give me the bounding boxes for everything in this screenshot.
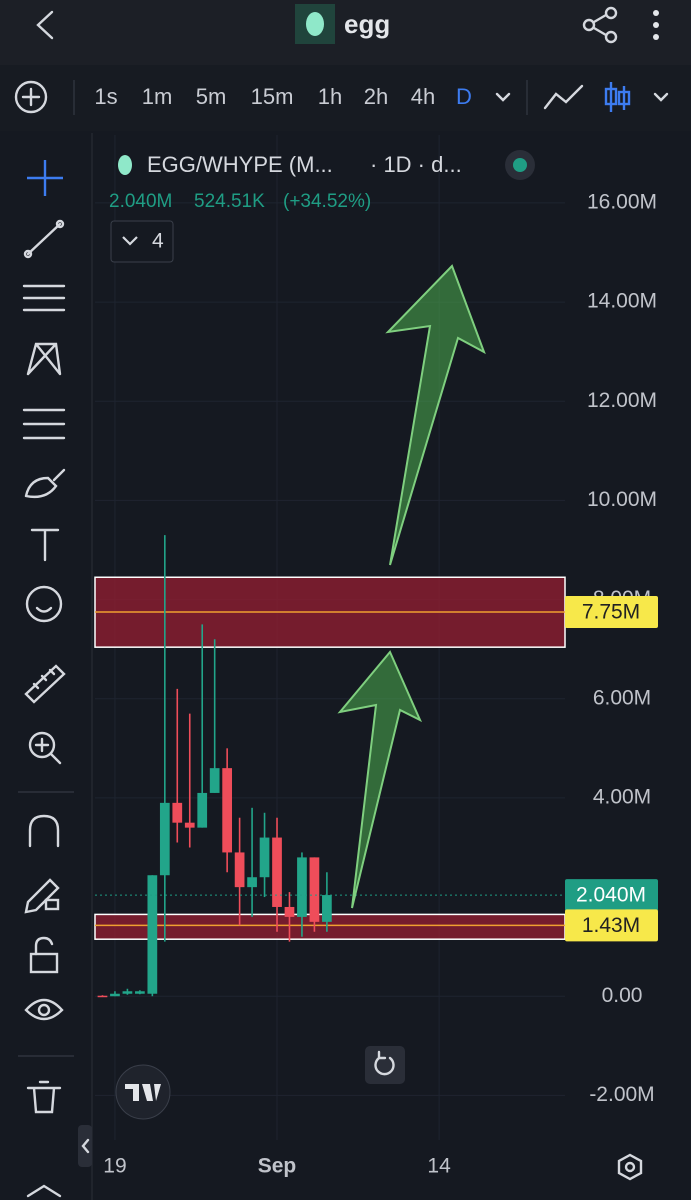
back-button[interactable] <box>36 10 54 40</box>
candle-body <box>272 837 282 907</box>
legend-price: 2.040M <box>109 191 172 212</box>
timeframe-dropdown[interactable] <box>495 92 511 102</box>
share-button[interactable] <box>582 6 618 44</box>
timeframe-button[interactable]: 1s <box>94 84 117 109</box>
symbol-name: EGG/WHYPE (M... <box>147 152 333 177</box>
candle-body <box>184 822 195 828</box>
candle-body <box>234 852 245 888</box>
menu-button[interactable] <box>653 10 659 40</box>
tool-icons[interactable] <box>22 160 66 1114</box>
line-chart-button[interactable] <box>543 84 584 110</box>
add-button[interactable] <box>14 80 48 114</box>
legend-volume: 524.51K <box>194 191 265 212</box>
symbol-interval: · 1D · d... <box>370 152 462 177</box>
indicators-count: 4 <box>152 230 164 253</box>
chart-type-dropdown[interactable] <box>653 92 669 102</box>
candle-body <box>222 768 233 853</box>
chevron <box>122 236 138 246</box>
candle-body <box>135 991 145 994</box>
candle-body <box>284 906 295 917</box>
timeframe-button[interactable]: 1m <box>142 84 173 109</box>
y-tick-label: 10.00M <box>587 488 657 511</box>
indicators-toggle[interactable] <box>110 220 174 263</box>
timeframe-button[interactable]: 5m <box>196 84 227 109</box>
trend-arrows <box>337 264 486 909</box>
candle-body <box>197 792 208 828</box>
tradingview-logo[interactable] <box>115 1064 171 1120</box>
x-tick-label: 19 <box>103 1155 126 1178</box>
y-tick-label: 4.00M <box>593 785 651 808</box>
y-tick-label: 14.00M <box>587 290 657 313</box>
settings-button[interactable] <box>617 1153 643 1181</box>
symbol-icon <box>118 155 132 175</box>
timeframe-button[interactable]: 4h <box>411 84 435 109</box>
x-tick-label: 14 <box>427 1155 451 1178</box>
price-label: 1.43M <box>582 914 640 937</box>
price-label-box <box>565 909 658 942</box>
timeframe-bar <box>0 65 691 131</box>
y-tick-label: 6.00M <box>593 686 651 709</box>
price-label-box <box>565 595 658 628</box>
y-tick-label: 12.00M <box>587 389 657 412</box>
candle-body <box>172 802 183 823</box>
candle-body <box>97 995 108 998</box>
x-tick-label: Sep <box>258 1155 297 1178</box>
candle-body <box>297 857 307 917</box>
candle-chart-button[interactable] <box>604 82 631 112</box>
candle-body <box>110 993 120 997</box>
candle-body <box>209 768 220 793</box>
toolbar-more[interactable] <box>26 1184 62 1198</box>
timeframe-button[interactable]: 2h <box>364 84 388 109</box>
price-label: 2.040M <box>576 884 646 907</box>
left-toolbar <box>0 133 92 1200</box>
candle-body <box>159 802 170 876</box>
legend-change: (+34.52%) <box>283 191 371 212</box>
reset-button[interactable] <box>365 1046 405 1084</box>
y-tick-label: 16.00M <box>587 190 657 213</box>
status-dot-inner <box>513 158 527 172</box>
candle-body <box>147 875 158 994</box>
scroll-handle[interactable] <box>78 1125 92 1167</box>
candle-body <box>122 991 133 994</box>
price-label: 7.75M <box>582 601 640 624</box>
candle-body <box>309 857 320 922</box>
y-tick-label: 0.00 <box>602 984 643 1007</box>
egg-icon <box>306 12 324 36</box>
candle-body <box>322 895 332 922</box>
timeframe-button[interactable]: D <box>456 84 472 109</box>
timeframe-button[interactable]: 1h <box>318 84 342 109</box>
timeframe-button[interactable]: 15m <box>251 84 294 109</box>
candle-body <box>259 837 270 878</box>
candle-body <box>247 877 257 888</box>
price-label-box <box>565 879 658 912</box>
divider <box>18 791 74 1057</box>
top-bar <box>0 0 691 65</box>
y-tick-label: -2.00M <box>589 1083 654 1106</box>
page-title: egg <box>344 9 390 39</box>
